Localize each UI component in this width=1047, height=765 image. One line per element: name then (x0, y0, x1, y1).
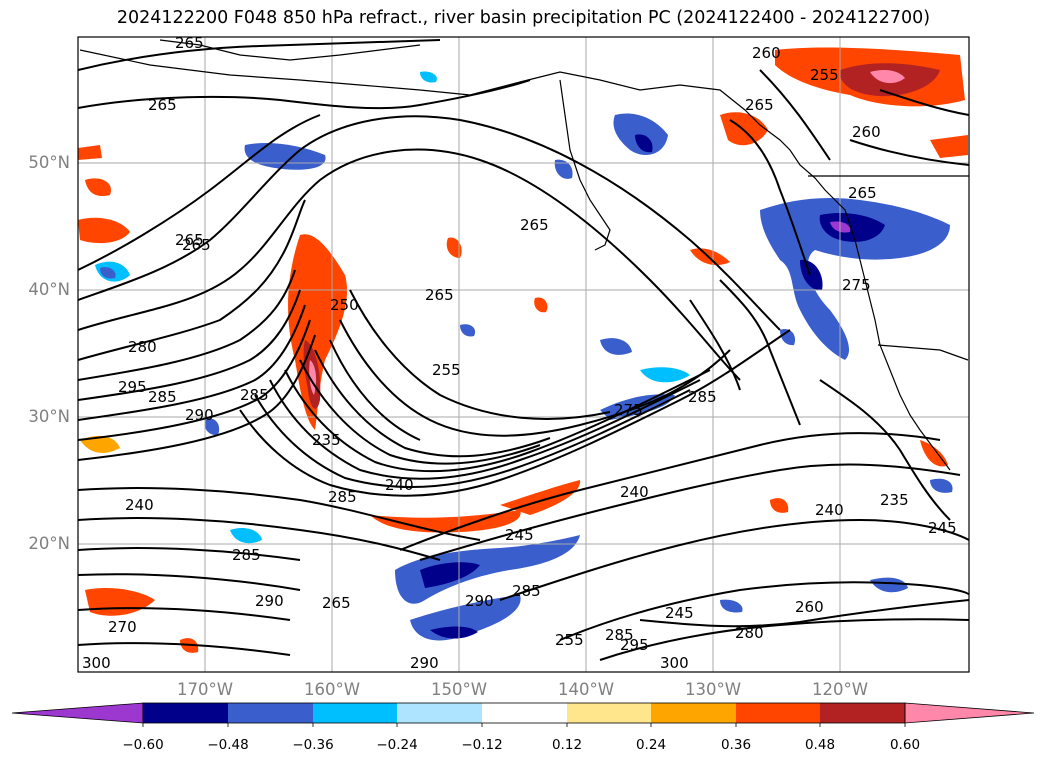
colorbar-tick-label: −0.12 (461, 737, 503, 753)
colorbar-segment (143, 703, 228, 723)
contour-label: 265 (175, 231, 204, 249)
contour-label: 265 (148, 96, 177, 114)
contour-label: 265 (745, 96, 774, 114)
precipitation-shading (78, 47, 968, 653)
longitude-label: 150°W (430, 680, 488, 699)
contour-label: 300 (660, 654, 689, 672)
contour-label: 265 (182, 236, 211, 254)
contour-label: 240 (620, 483, 649, 501)
colorbar (11, 702, 1035, 727)
colorbar-segment (736, 703, 820, 723)
contour-label: 275 (842, 276, 871, 294)
map-frame (77, 36, 970, 673)
longitude-label: 170°W (176, 680, 234, 699)
contour-label: 235 (312, 431, 341, 449)
latitude-label: 20°N (28, 534, 70, 553)
colorbar-segment (228, 703, 313, 723)
colorbar-tick-label: 0.36 (720, 737, 752, 753)
colorbar-under-extension (11, 702, 144, 724)
contour-label: 260 (795, 598, 824, 616)
contour-label: 285 (328, 488, 357, 506)
contour-label: 285 (232, 546, 261, 564)
contour-label: 265 (848, 184, 877, 202)
colorbar-tick-label: 0.48 (804, 737, 836, 753)
contour-label: 265 (322, 594, 351, 612)
contour-label: 240 (815, 501, 844, 519)
contour-label: 285 (605, 626, 634, 644)
contour-label: 300 (82, 654, 111, 672)
contour-label: 245 (928, 519, 957, 537)
colorbar-tick-label: −0.48 (207, 737, 249, 753)
colorbar-tick-label: 0.12 (551, 737, 583, 753)
contour-label: 255 (555, 631, 584, 649)
colorbar-tick-label: −0.24 (376, 737, 418, 753)
contour-label: 235 (880, 491, 909, 509)
colorbar-segment (482, 703, 567, 723)
contour-label: 260 (752, 44, 781, 62)
colorbar-segment (820, 703, 905, 723)
latitude-label: 40°N (28, 280, 70, 299)
contour-label: 265 (175, 34, 204, 52)
colorbar-over-extension (904, 702, 1035, 724)
contour-label: 265 (520, 216, 549, 234)
contour-label: 240 (125, 496, 154, 514)
contour-label: 280 (735, 624, 764, 642)
contour-label: 285 (688, 388, 717, 406)
contour-label: 255 (432, 361, 461, 379)
graticule (78, 37, 969, 672)
contour-label: 290 (255, 592, 284, 610)
refractivity-contours (78, 39, 969, 661)
longitude-label: 140°W (557, 680, 615, 699)
contour-label: 245 (665, 604, 694, 622)
contour-label: 290 (465, 592, 494, 610)
colorbar-segment (651, 703, 736, 723)
colorbar-tick-label: −0.36 (292, 737, 334, 753)
contour-label: 255 (810, 66, 839, 84)
contour-label: 270 (108, 618, 137, 636)
contour-label: 290 (410, 654, 439, 672)
contour-label: 275 (614, 401, 643, 419)
longitude-label: 130°W (684, 680, 742, 699)
longitude-label: 120°W (811, 680, 869, 699)
contour-label: 245 (505, 526, 534, 544)
colorbar-segment (397, 703, 482, 723)
latitude-label: 50°N (28, 153, 70, 172)
contour-label: 250 (330, 296, 359, 314)
colorbar-segment (313, 703, 397, 723)
latitude-label: 30°N (28, 407, 70, 426)
contour-label: 285 (148, 388, 177, 406)
coastlines (79, 39, 969, 471)
colorbar-tick-label: 0.60 (889, 737, 921, 753)
map-title: 2024122200 F048 850 hPa refract., river … (116, 8, 931, 28)
contour-label: 285 (512, 582, 541, 600)
colorbar-tick-label: −0.60 (122, 737, 164, 753)
contour-label: 240 (385, 476, 414, 494)
contour-labels: 265 265 265 265 265 260 255 265 260 280 … (82, 34, 957, 672)
contour-label: 295 (620, 636, 649, 654)
contour-label: 295 (118, 378, 147, 396)
contour-label: 285 (240, 386, 269, 404)
contour-label: 290 (185, 406, 214, 424)
colorbar-tick-label: 0.24 (635, 737, 667, 753)
map-area: 265 265 265 265 265 260 255 265 260 280 … (78, 34, 969, 672)
longitude-label: 160°W (303, 680, 361, 699)
contour-label: 265 (425, 286, 454, 304)
colorbar-segment (567, 703, 651, 723)
contour-label: 260 (852, 123, 881, 141)
contour-label: 280 (128, 338, 157, 356)
